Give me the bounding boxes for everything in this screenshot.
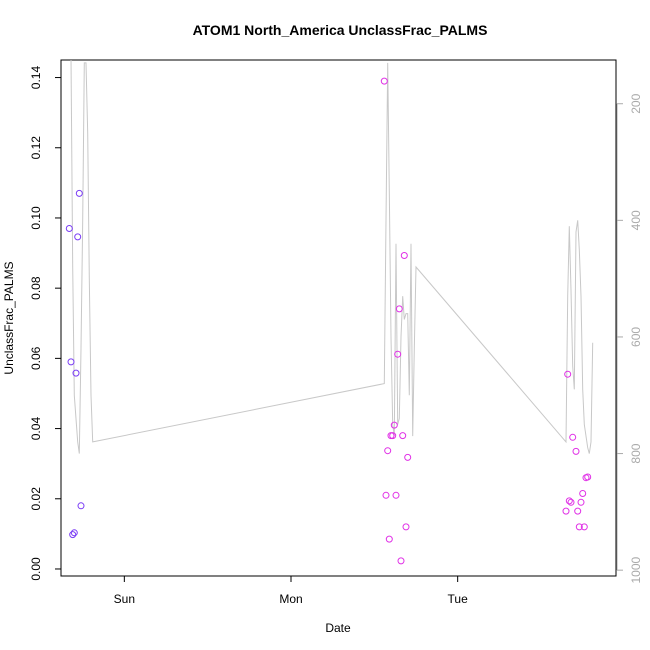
y-tick-label: 0.10 [29,206,43,230]
data-point [569,433,577,441]
data-point [77,502,85,510]
data-point [402,523,410,531]
data-point [572,447,580,455]
data-point [562,507,570,515]
data-point [389,432,397,440]
data-point [567,498,575,506]
y-tick-label: 0.12 [29,136,43,160]
data-point [579,490,587,497]
data-point [70,529,78,537]
data-point [69,531,77,539]
right-tick-label: 400 [629,210,643,230]
x-axis-label: Date [325,621,351,635]
right-y-axis: 200 400 600 800 1000 [616,93,643,584]
data-point [404,453,412,461]
data-point [575,523,583,531]
data-point [394,350,402,358]
x-axis: Sun Mon Tue [114,576,468,606]
data-point [75,189,83,197]
chart-title: ATOM1 North_America UnclassFrac_PALMS [193,22,488,38]
data-point [384,447,392,455]
y-tick-label: 0.14 [29,66,43,90]
right-tick-label: 600 [629,327,643,347]
data-point [67,358,75,366]
data-point [399,432,407,440]
plot-frame [60,59,617,577]
y-tick-label: 0.06 [29,346,43,370]
data-point [580,523,588,531]
data-point [577,498,585,506]
y-axis-label: UnclassFrac_PALMS [2,261,16,374]
right-tick-label: 800 [629,443,643,463]
data-point [574,507,582,515]
pressure-line-layer [70,60,594,454]
x-tick-label: Tue [448,592,469,606]
y-tick-label: 0.02 [29,487,43,511]
data-point [390,421,398,429]
left-y-axis: 0.00 0.02 0.04 0.06 0.08 0.10 0.12 0.14 [29,66,61,581]
data-point [385,535,393,543]
pressure-line [70,60,594,454]
y-tick-label: 0.00 [29,557,43,581]
x-tick-label: Sun [114,592,135,606]
data-point [65,225,73,232]
data-points-layer [65,77,592,565]
right-tick-label: 200 [629,93,643,113]
data-point [382,491,390,499]
y-tick-label: 0.04 [29,417,43,441]
data-point [565,497,573,505]
right-tick-label: 1000 [629,556,643,583]
data-point [74,233,82,241]
x-tick-label: Mon [279,592,302,606]
data-point [584,473,592,481]
data-point [397,557,405,565]
data-point [395,305,403,313]
data-point [400,252,408,259]
data-point [72,369,80,377]
data-point [392,491,400,499]
data-point [380,77,388,85]
data-point [564,370,572,378]
y-tick-label: 0.08 [29,276,43,300]
